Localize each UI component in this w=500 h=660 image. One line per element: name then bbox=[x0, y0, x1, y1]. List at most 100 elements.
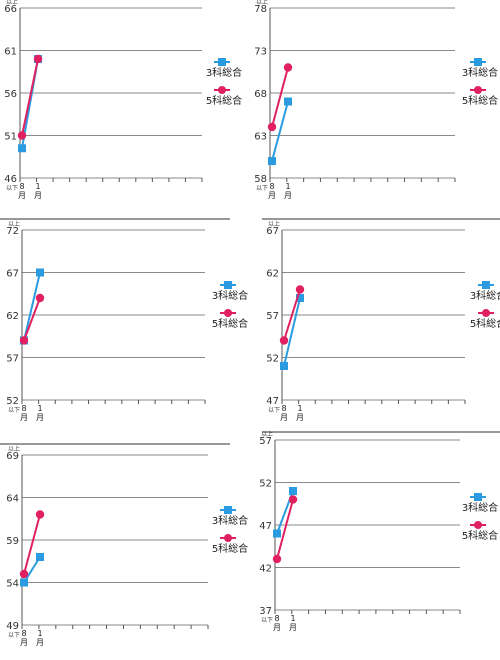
data-point-circle bbox=[272, 554, 282, 564]
data-point-circle bbox=[35, 510, 45, 519]
y-tick-label: 68 bbox=[254, 89, 267, 100]
legend-marker-circle bbox=[224, 309, 232, 317]
series-line-5 bbox=[21, 58, 39, 136]
data-point-circle bbox=[267, 122, 277, 132]
legend-marker-circle bbox=[474, 521, 482, 529]
data-point-circle bbox=[19, 569, 29, 579]
y-tick-label: 67 bbox=[266, 226, 279, 237]
series-line-3 bbox=[283, 297, 301, 367]
y-tick-label: 47 bbox=[259, 521, 272, 532]
axis-label-below: 以下 bbox=[268, 407, 280, 414]
y-tick-label: 73 bbox=[254, 47, 267, 58]
y-tick-label: 67 bbox=[6, 269, 19, 280]
legend-marker-circle bbox=[482, 309, 490, 317]
y-tick-label: 57 bbox=[259, 436, 272, 447]
legend-marker-square bbox=[474, 58, 482, 66]
y-tick-label: 64 bbox=[6, 494, 19, 505]
y-tick-label: 58 bbox=[254, 174, 267, 185]
data-point-square bbox=[296, 294, 304, 302]
axis-label-above: 以上 bbox=[6, 0, 18, 6]
y-tick-label: 72 bbox=[6, 226, 19, 237]
legend-label: 3科総合 bbox=[212, 289, 248, 302]
y-tick-label: 49 bbox=[6, 621, 19, 632]
y-tick-label: 57 bbox=[266, 311, 279, 322]
axis-label-above: 以上 bbox=[256, 0, 268, 6]
y-tick-label: 59 bbox=[6, 536, 19, 547]
series-line-5 bbox=[283, 289, 301, 341]
legend-label: 3科総合 bbox=[206, 66, 242, 79]
data-point-square bbox=[280, 362, 288, 370]
legend-marker-square bbox=[224, 506, 232, 514]
data-point-circle bbox=[19, 336, 29, 345]
y-tick-label: 42 bbox=[259, 564, 272, 575]
y-tick-label: 52 bbox=[266, 354, 279, 365]
axis-label-above: 以上 bbox=[261, 430, 273, 438]
y-tick-label: 46 bbox=[4, 174, 17, 185]
legend-marker-circle bbox=[474, 86, 482, 94]
series-line-3 bbox=[271, 101, 289, 162]
y-tick-label: 63 bbox=[254, 132, 267, 143]
legend-label: 5科総合 bbox=[212, 542, 248, 555]
y-tick-label: 47 bbox=[266, 396, 279, 407]
series-line-3 bbox=[23, 556, 41, 584]
legend-label: 3科総合 bbox=[212, 514, 248, 527]
data-point-circle bbox=[295, 285, 305, 294]
data-point-square bbox=[273, 529, 281, 538]
series-line-5 bbox=[271, 67, 289, 128]
y-tick-label: 56 bbox=[4, 89, 17, 100]
y-tick-label: 54 bbox=[6, 579, 19, 590]
axis-label-above: 以上 bbox=[8, 445, 20, 453]
legend-label: 3科総合 bbox=[470, 289, 500, 302]
axis-label-below: 以下 bbox=[261, 617, 273, 624]
axis-label-above: 以上 bbox=[8, 220, 20, 228]
axis-label-below: 以下 bbox=[6, 185, 18, 192]
data-point-circle bbox=[35, 293, 45, 303]
series-line-5 bbox=[276, 499, 294, 560]
y-tick-label: 52 bbox=[6, 396, 19, 407]
y-tick-label: 78 bbox=[254, 4, 267, 15]
axis-label-above: 以上 bbox=[268, 220, 280, 228]
y-tick-label: 61 bbox=[4, 47, 17, 58]
data-point-square bbox=[284, 97, 292, 106]
legend-label: 3科総合 bbox=[462, 66, 498, 79]
data-point-square bbox=[20, 578, 28, 587]
series-line-5 bbox=[23, 297, 41, 341]
y-tick-label: 52 bbox=[259, 479, 272, 490]
legend-marker-circle bbox=[224, 534, 232, 542]
data-point-square bbox=[36, 268, 44, 277]
y-tick-label: 69 bbox=[6, 451, 19, 462]
y-tick-label: 66 bbox=[4, 4, 17, 15]
legend-label: 5科総合 bbox=[462, 529, 498, 542]
legend-label: 5科総合 bbox=[462, 94, 498, 107]
data-point-square bbox=[36, 553, 44, 561]
axis-label-below: 以下 bbox=[8, 632, 20, 639]
data-point-circle bbox=[17, 131, 27, 140]
data-point-circle bbox=[283, 63, 293, 72]
y-tick-label: 62 bbox=[6, 311, 19, 322]
y-tick-label: 57 bbox=[6, 354, 19, 365]
legend-marker-square bbox=[474, 493, 482, 501]
data-point-circle bbox=[33, 54, 43, 64]
data-point-square bbox=[18, 144, 26, 153]
y-tick-label: 51 bbox=[4, 132, 17, 143]
legend-label: 5科総合 bbox=[470, 317, 500, 330]
legend-marker-square bbox=[218, 58, 226, 66]
